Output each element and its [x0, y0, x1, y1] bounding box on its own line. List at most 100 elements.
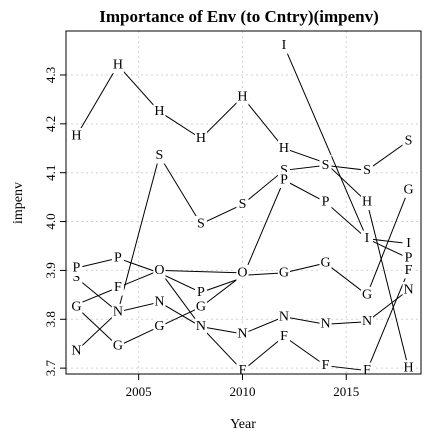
point-background: [361, 162, 374, 179]
y-tick-label: 3.7: [43, 360, 58, 377]
point-labels: HHHHHHHHHSSSSSSSSSPPPPPPPPPFFFFFFFFFGGGG…: [70, 37, 415, 379]
data-point-n: N: [403, 282, 413, 297]
data-point-i: I: [365, 231, 370, 246]
point-background: [402, 181, 415, 198]
point-background: [319, 255, 332, 272]
y-axis: 3.7 3.8 3.9 4.0 4.1 4.2 4.3: [43, 67, 66, 376]
data-point-g: G: [113, 339, 123, 354]
point-background: [319, 357, 332, 374]
data-point-s: S: [72, 270, 80, 285]
point-background: [194, 299, 207, 316]
point-background: [236, 362, 249, 379]
point-background: [111, 250, 124, 267]
data-point-s: S: [280, 163, 288, 178]
point-background: [153, 147, 166, 164]
data-point-s: S: [197, 216, 205, 231]
data-point-n: N: [279, 309, 289, 324]
data-point-s: S: [322, 158, 330, 173]
data-point-g: G: [279, 265, 289, 280]
point-background: [236, 196, 249, 213]
data-point-g: G: [320, 256, 330, 271]
data-point-o: O: [237, 265, 247, 280]
y-tick-label: 4.3: [43, 67, 58, 83]
point-background: [402, 262, 415, 279]
data-point-f: F: [363, 363, 371, 378]
data-point-f: F: [280, 329, 288, 344]
data-point-s: S: [156, 148, 164, 163]
y-tick-label: 4.0: [43, 213, 58, 229]
x-tick-label: 2015: [333, 384, 359, 399]
point-background: [319, 194, 332, 211]
y-axis-label: impenv: [11, 182, 26, 224]
data-point-s: S: [239, 197, 247, 212]
data-point-h: H: [403, 361, 413, 376]
point-background: [111, 338, 124, 355]
point-background: [361, 313, 374, 330]
data-point-f: F: [405, 263, 413, 278]
chart-title: Importance of Env (to Cntry)(impenv): [99, 7, 379, 26]
point-background: [361, 194, 374, 211]
x-tick-label: 2005: [126, 384, 152, 399]
x-axis-label: Year: [230, 417, 256, 432]
data-point-p: P: [322, 195, 330, 210]
data-point-n: N: [237, 326, 247, 341]
data-point-p: P: [114, 251, 122, 266]
point-background: [277, 264, 290, 281]
data-point-g: G: [403, 182, 413, 197]
point-background: [111, 57, 124, 74]
point-background: [153, 318, 166, 335]
y-tick-label: 3.9: [43, 262, 58, 278]
point-background: [236, 88, 249, 105]
data-point-h: H: [362, 195, 372, 210]
data-point-p: P: [197, 285, 205, 300]
data-point-h: H: [196, 131, 206, 146]
point-background: [277, 328, 290, 345]
plot-frame: [65, 30, 422, 375]
point-background: [70, 259, 83, 276]
point-background: [236, 264, 249, 281]
point-background: [277, 308, 290, 325]
point-background: [319, 157, 332, 174]
point-background: [277, 37, 290, 54]
data-point-h: H: [113, 58, 123, 73]
point-background: [70, 299, 83, 316]
point-background: [402, 360, 415, 377]
data-point-h: H: [237, 89, 247, 104]
point-background: [111, 279, 124, 296]
point-background: [153, 294, 166, 311]
data-point-g: G: [362, 287, 372, 302]
y-tick-label: 3.8: [43, 311, 58, 327]
point-background: [70, 343, 83, 360]
data-point-f: F: [114, 280, 122, 295]
data-point-f: F: [322, 358, 330, 373]
data-point-p: P: [72, 260, 80, 275]
point-background: [70, 128, 83, 145]
data-point-g: G: [154, 319, 164, 334]
point-background: [194, 130, 207, 147]
data-point-i: I: [406, 236, 411, 251]
x-axis: 2005 2010 2015: [126, 374, 359, 399]
point-background: [402, 250, 415, 267]
data-point-o: O: [154, 263, 164, 278]
point-background: [194, 284, 207, 301]
y-tick-label: 4.2: [43, 116, 58, 132]
point-background: [277, 172, 290, 189]
point-background: [153, 103, 166, 120]
series-line-o: [159, 269, 243, 274]
point-background: [361, 362, 374, 379]
data-point-h: H: [279, 141, 289, 156]
point-background: [194, 318, 207, 335]
point-background: [402, 132, 415, 149]
data-point-n: N: [196, 319, 206, 334]
data-point-n: N: [113, 304, 123, 319]
data-point-s: S: [363, 163, 371, 178]
y-tick-label: 4.1: [43, 165, 58, 181]
point-background: [361, 286, 374, 303]
data-point-h: H: [154, 104, 164, 119]
point-background: [361, 230, 374, 247]
data-point-p: P: [280, 173, 288, 188]
point-background: [111, 303, 124, 320]
point-background: [402, 281, 415, 298]
